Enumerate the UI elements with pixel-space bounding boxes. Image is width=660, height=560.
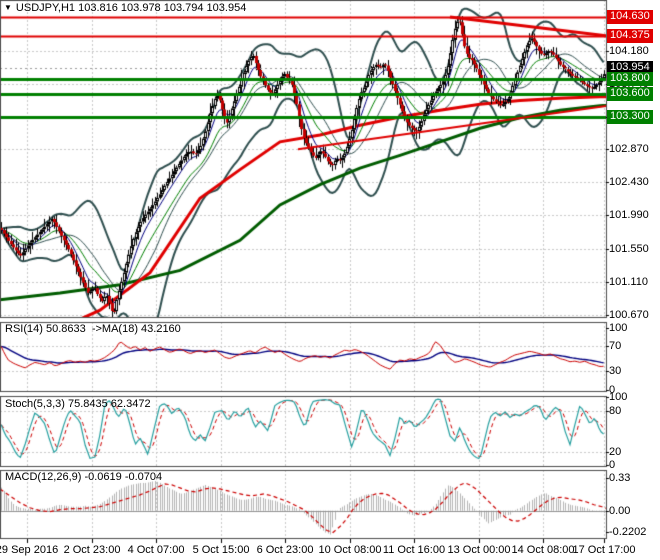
time-axis-label: 6 Oct 23:00 — [256, 544, 314, 556]
macd-axis-tick: 0.00 — [609, 504, 631, 517]
stoch-axis-tick: 20 — [609, 445, 622, 458]
price-level-badge: 103.600 — [607, 87, 653, 102]
chart-title: ▼ USDJPY,H1 103.816 103.978 103.794 103.9… — [4, 2, 246, 14]
time-axis-label: 13 Oct 00:00 — [447, 544, 511, 556]
price-axis-tick: 104.180 — [609, 44, 649, 57]
price-axis-tick: 101.990 — [609, 209, 649, 222]
time-axis-label: 10 Oct 08:00 — [318, 544, 382, 556]
rsi-axis-tick: 0 — [609, 383, 616, 396]
stoch-axis-tick: 80 — [609, 404, 622, 417]
time-axis-label: 29 Sep 2016 — [0, 544, 59, 556]
macd-axis-tick: -0.2202 — [609, 526, 647, 539]
price-level-badge: 103.300 — [607, 109, 653, 124]
price-axis-tick: 102.870 — [609, 143, 649, 156]
rsi-axis-tick: 70 — [609, 340, 622, 353]
rsi-axis-tick: 30 — [609, 364, 622, 377]
price-axis-tick: 101.550 — [609, 242, 649, 255]
time-axis-label: 17 Oct 17:00 — [572, 544, 636, 556]
stoch-indicator-label: Stoch(5,3,3) 75.8435 62.3472 — [5, 398, 151, 410]
symbol-timeframe-label: USDJPY,H1 — [15, 2, 76, 14]
price-level-badge: 103.954 — [607, 60, 653, 75]
price-level-badge: 104.630 — [607, 9, 653, 24]
price-axis-tick: 101.110 — [609, 275, 648, 288]
stoch-axis-tick: 0 — [609, 459, 616, 472]
time-axis-label: 14 Oct 08:00 — [511, 544, 575, 556]
time-axis-label: 5 Oct 15:00 — [192, 544, 250, 556]
price-axis-tick: 100.670 — [609, 308, 649, 321]
rsi-indicator-label: RSI(14) 50.8633 ->MA(18) 43.2160 — [5, 323, 181, 335]
macd-indicator-label: MACD(12,26,9) -0.0619 -0.0704 — [5, 471, 163, 483]
time-axis-label: 4 Oct 07:00 — [127, 544, 185, 556]
symbol-dropdown-icon[interactable]: ▼ — [4, 3, 12, 12]
price-axis-tick: 102.430 — [609, 176, 649, 189]
rsi-axis-tick: 100 — [609, 321, 628, 334]
price-level-badge: 104.375 — [607, 29, 653, 44]
time-axis-label: 11 Oct 16:00 — [382, 544, 446, 556]
time-axis-label: 2 Oct 23:00 — [63, 544, 121, 556]
stoch-axis-tick: 100 — [609, 390, 628, 403]
macd-axis-tick: 0.33 — [609, 472, 631, 485]
ohlc-values: 103.816 103.978 103.794 103.954 — [78, 2, 247, 14]
price-level-badge: 103.800 — [607, 72, 653, 87]
